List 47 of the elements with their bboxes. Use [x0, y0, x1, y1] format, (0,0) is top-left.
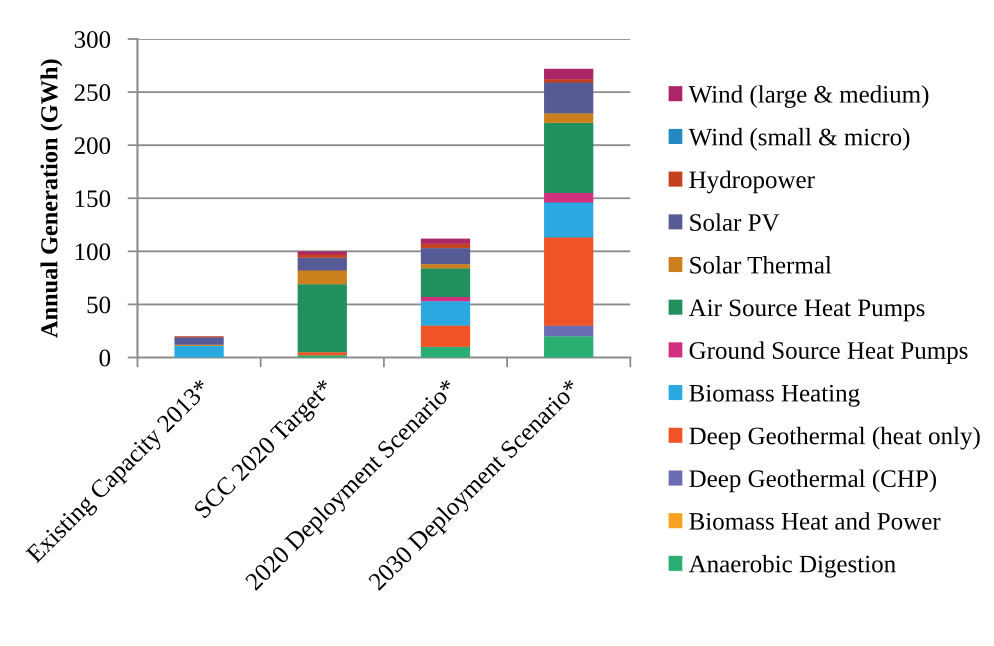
bar: [420, 264, 470, 268]
y-tick-label: 300: [74, 31, 110, 48]
bar: [544, 79, 594, 83]
legend-label: Deep Geothermal (CHP): [689, 470, 936, 492]
bar: [420, 346, 470, 358]
legend-label: Anaerobic Digestion: [688, 554, 896, 578]
bar: [544, 122, 594, 193]
legend-label: Wind (small & micro): [688, 128, 910, 151]
bar: [544, 192, 594, 203]
y-tick-label: 0: [100, 350, 110, 366]
bar: [298, 270, 347, 284]
bar: [544, 202, 594, 238]
legend-label: Biomass Heating: [689, 384, 860, 407]
legend-label: Deep Geothermal (heat only): [689, 426, 980, 450]
bar: [544, 326, 594, 336]
bar: [174, 337, 224, 345]
y-tick-label: 250: [74, 84, 110, 102]
y-tick-label: 150: [76, 190, 110, 208]
legend-label: Wind (large & medium): [688, 85, 928, 108]
bar: [298, 254, 347, 258]
y-tick-label: 100: [76, 243, 110, 260]
bar: [544, 336, 594, 358]
bar: [298, 352, 347, 356]
bar: [420, 301, 470, 326]
bar: [544, 82, 594, 114]
bar: [544, 238, 594, 326]
legend-label: Ground Source Heat Pumps: [690, 341, 968, 364]
legend-label: Solar PV: [690, 213, 780, 232]
bar: [544, 113, 594, 123]
legend-label: Biomass Heat and Power: [689, 512, 940, 530]
bar: [420, 268, 470, 297]
legend-label: Hydropower: [689, 170, 815, 194]
bar: [420, 248, 470, 264]
bar: [420, 244, 470, 248]
bar: [420, 238, 470, 244]
bar: [298, 251, 347, 255]
legend-label: Air Source Heat Pumps: [688, 299, 924, 322]
bar: [298, 258, 347, 270]
legend-label: Solar Thermal: [690, 256, 832, 274]
y-tick-label: 200: [74, 137, 110, 154]
bar: [174, 346, 224, 358]
bar: [420, 326, 470, 347]
y-axis-title: Annual Generation (GWh): [40, 60, 62, 338]
bar: [544, 68, 594, 80]
bar: [420, 296, 470, 302]
y-tick-label: 50: [88, 296, 110, 314]
bar: [298, 284, 347, 352]
